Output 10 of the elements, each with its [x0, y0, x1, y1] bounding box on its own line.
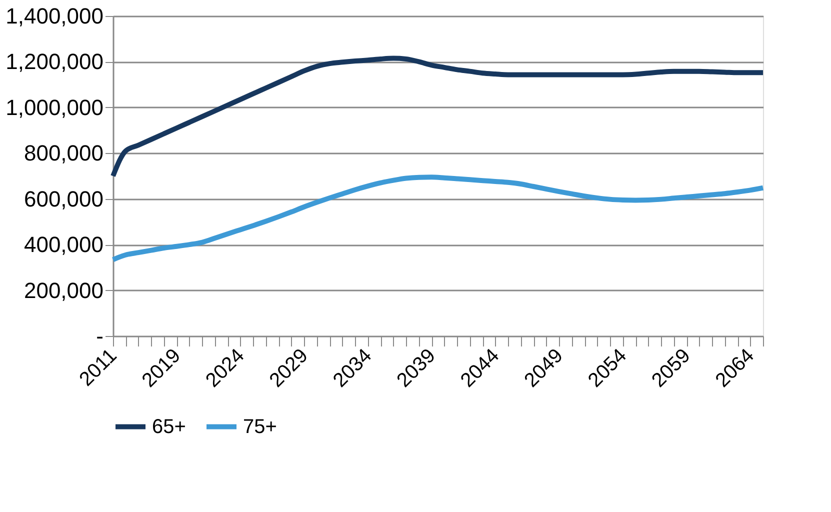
- y-tick-label: 1,400,000: [6, 4, 104, 28]
- y-tick-label: 1,200,000: [6, 49, 104, 74]
- y-tick-label: 400,000: [24, 232, 104, 258]
- y-tick-label: 200,000: [24, 278, 104, 303]
- y-tick-label: 800,000: [24, 140, 104, 166]
- y-tick-label: -: [96, 324, 104, 348]
- y-tick-label: 1,000,000: [6, 94, 104, 120]
- legend-label: 75+: [243, 416, 277, 438]
- legend-label: 65+: [152, 416, 186, 438]
- y-tick-label: 600,000: [24, 186, 104, 212]
